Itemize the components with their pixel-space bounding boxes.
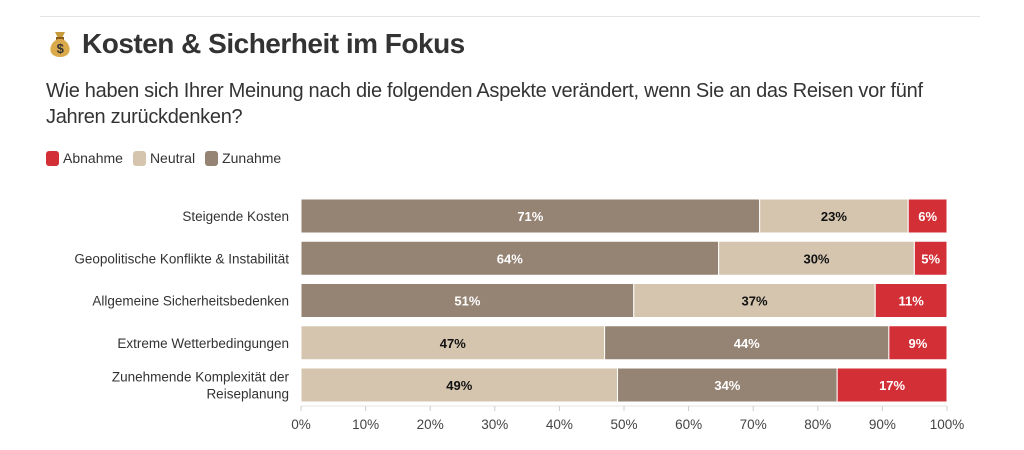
legend-label: Zunahme: [222, 150, 282, 166]
data-label: 37%: [741, 294, 767, 309]
bar-segment-zunahme: [300, 283, 635, 318]
svg-text:$: $: [57, 41, 65, 56]
chart-subtitle: Wie haben sich Ihrer Meinung nach die fo…: [46, 80, 923, 128]
legend-label: Neutral: [149, 150, 196, 166]
x-tick-label: 0%: [291, 417, 311, 432]
legend: Abnahme Neutral Zunahme: [46, 150, 281, 166]
data-label: 5%: [921, 251, 940, 266]
bar-segment-neutral: [300, 367, 619, 403]
x-tick-label: 80%: [804, 417, 831, 432]
x-tick-label: 20%: [417, 417, 444, 432]
money-bag-icon: $: [46, 29, 74, 59]
data-label: 34%: [714, 378, 740, 393]
category-label: Zunehmende Komplexität der: [112, 370, 290, 385]
x-tick-label: 50%: [610, 417, 637, 432]
x-tick-label: 90%: [869, 417, 896, 432]
legend-item-zunahme: Zunahme: [205, 150, 281, 166]
legend-item-abnahme: Abnahme: [46, 150, 123, 166]
x-tick-label: 70%: [740, 417, 767, 432]
category-label: Extreme Wetterbedingungen: [117, 336, 289, 351]
x-tick-label: 40%: [546, 417, 573, 432]
legend-swatch: [132, 150, 146, 166]
legend-item-neutral: Neutral: [132, 150, 196, 166]
data-label: 64%: [497, 251, 523, 266]
category-label: Geopolitische Konflikte & Instabilität: [74, 251, 289, 266]
bar-segment-abnahme: [836, 367, 948, 403]
data-label: 11%: [898, 294, 924, 309]
category-label: Steigende Kosten: [182, 209, 289, 224]
data-label: 6%: [918, 209, 937, 224]
bar-segment-abnahme: [907, 198, 948, 234]
bar-segment-abnahme: [913, 240, 948, 276]
data-label: 71%: [517, 209, 543, 224]
category-label: Reiseplanung: [206, 387, 289, 402]
title-text: Kosten & Sicherheit im Fokus: [82, 28, 465, 59]
bar-segment-abnahme: [888, 325, 948, 361]
bar-segment-abnahme: [874, 283, 948, 318]
data-label: 49%: [446, 378, 472, 393]
data-label: 23%: [821, 209, 847, 224]
data-label: 9%: [909, 336, 928, 351]
category-label: Allgemeine Sicherheitsbedenken: [92, 294, 289, 309]
top-divider: [40, 16, 980, 17]
data-label: 30%: [803, 251, 829, 266]
bar-segment-zunahme: [300, 198, 761, 234]
x-tick-label: 100%: [930, 417, 965, 432]
bar-segment-zunahme: [300, 240, 720, 276]
bar-segment-neutral: [759, 198, 909, 234]
data-label: 47%: [440, 336, 466, 351]
x-tick-label: 30%: [481, 417, 508, 432]
bar-segment-zunahme: [604, 325, 890, 361]
chart-title: $ Kosten & Sicherheit im Fokus: [46, 28, 465, 60]
legend-swatch: [46, 150, 59, 166]
data-label: 51%: [454, 294, 480, 309]
data-label: 17%: [879, 378, 905, 393]
data-label: 44%: [734, 336, 760, 351]
x-tick-label: 10%: [352, 417, 379, 432]
bar-segment-zunahme: [617, 367, 838, 403]
legend-label: Abnahme: [63, 150, 123, 166]
bar-segment-neutral: [633, 283, 876, 318]
x-tick-label: 60%: [675, 417, 702, 432]
bar-segment-neutral: [718, 240, 915, 276]
bar-segment-neutral: [300, 325, 606, 361]
legend-swatch: [205, 150, 219, 166]
